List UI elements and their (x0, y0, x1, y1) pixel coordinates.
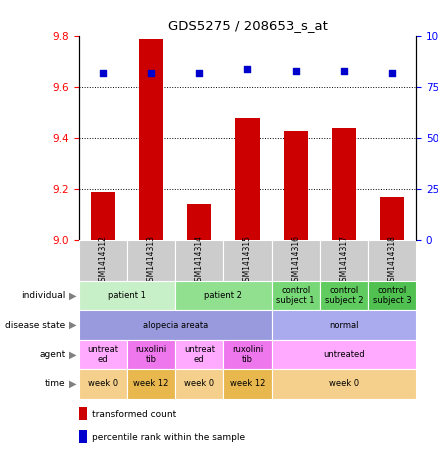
Text: GSM1414312: GSM1414312 (99, 235, 107, 286)
Text: patient 1: patient 1 (108, 291, 146, 300)
Text: transformed count: transformed count (92, 410, 177, 419)
Point (148, 69, 155, 77)
Point (292, 67, 299, 74)
Text: ▶: ▶ (68, 320, 76, 330)
Text: GSM1414316: GSM1414316 (291, 235, 300, 286)
Text: ruxolini
tib: ruxolini tib (135, 345, 167, 364)
Bar (79, 240, 127, 281)
Point (196, 69, 203, 77)
Bar (272, 310, 416, 340)
Text: individual: individual (21, 291, 66, 300)
Text: ▶: ▶ (68, 290, 76, 301)
Bar (368, 281, 416, 310)
Bar (79, 340, 127, 369)
Bar (127, 240, 175, 281)
Bar (223, 369, 272, 399)
Text: week 0: week 0 (88, 380, 118, 388)
Bar (139, 39, 163, 240)
Bar (272, 340, 416, 369)
Text: control
subject 3: control subject 3 (373, 286, 411, 305)
Text: GSM1414314: GSM1414314 (195, 235, 204, 286)
Bar (223, 240, 272, 281)
Bar (79, 369, 127, 399)
Bar (187, 204, 211, 240)
Bar (284, 130, 307, 240)
Bar (79, 281, 175, 310)
Text: untreated: untreated (323, 350, 365, 359)
Bar (320, 240, 368, 281)
Text: control
subject 1: control subject 1 (276, 286, 315, 305)
Text: ▶: ▶ (68, 349, 76, 360)
Text: normal: normal (329, 321, 359, 329)
Text: ruxolini
tib: ruxolini tib (232, 345, 263, 364)
Title: GDS5275 / 208653_s_at: GDS5275 / 208653_s_at (167, 19, 328, 32)
Bar (175, 281, 272, 310)
Bar (127, 340, 175, 369)
Point (340, 67, 347, 74)
Bar (127, 369, 175, 399)
Text: agent: agent (39, 350, 66, 359)
Text: percentile rank within the sample: percentile rank within the sample (92, 433, 245, 442)
Bar (175, 369, 223, 399)
Text: control
subject 2: control subject 2 (325, 286, 363, 305)
Bar (91, 192, 115, 240)
Bar (272, 281, 320, 310)
Bar (79, 430, 87, 443)
Text: patient 2: patient 2 (205, 291, 242, 300)
Bar (79, 310, 272, 340)
Bar (332, 128, 356, 240)
Text: time: time (45, 380, 66, 388)
Text: week 0: week 0 (184, 380, 214, 388)
Bar (79, 407, 87, 420)
Bar (380, 197, 404, 240)
Bar (320, 281, 368, 310)
Bar (272, 240, 320, 281)
Text: ▶: ▶ (68, 379, 76, 389)
Point (244, 65, 251, 72)
Bar (175, 240, 223, 281)
Bar (223, 340, 272, 369)
Text: disease state: disease state (5, 321, 66, 329)
Text: week 12: week 12 (134, 380, 169, 388)
Text: GSM1414318: GSM1414318 (388, 235, 396, 286)
Text: week 0: week 0 (329, 380, 359, 388)
Bar (175, 340, 223, 369)
Text: untreat
ed: untreat ed (184, 345, 215, 364)
Point (389, 69, 396, 77)
Point (99, 69, 106, 77)
Bar (272, 369, 416, 399)
Text: week 12: week 12 (230, 380, 265, 388)
Text: GSM1414315: GSM1414315 (243, 235, 252, 286)
Text: alopecia areata: alopecia areata (143, 321, 208, 329)
Bar (236, 118, 259, 240)
Text: GSM1414317: GSM1414317 (339, 235, 348, 286)
Text: untreat
ed: untreat ed (88, 345, 118, 364)
Bar (368, 240, 416, 281)
Text: GSM1414313: GSM1414313 (147, 235, 155, 286)
